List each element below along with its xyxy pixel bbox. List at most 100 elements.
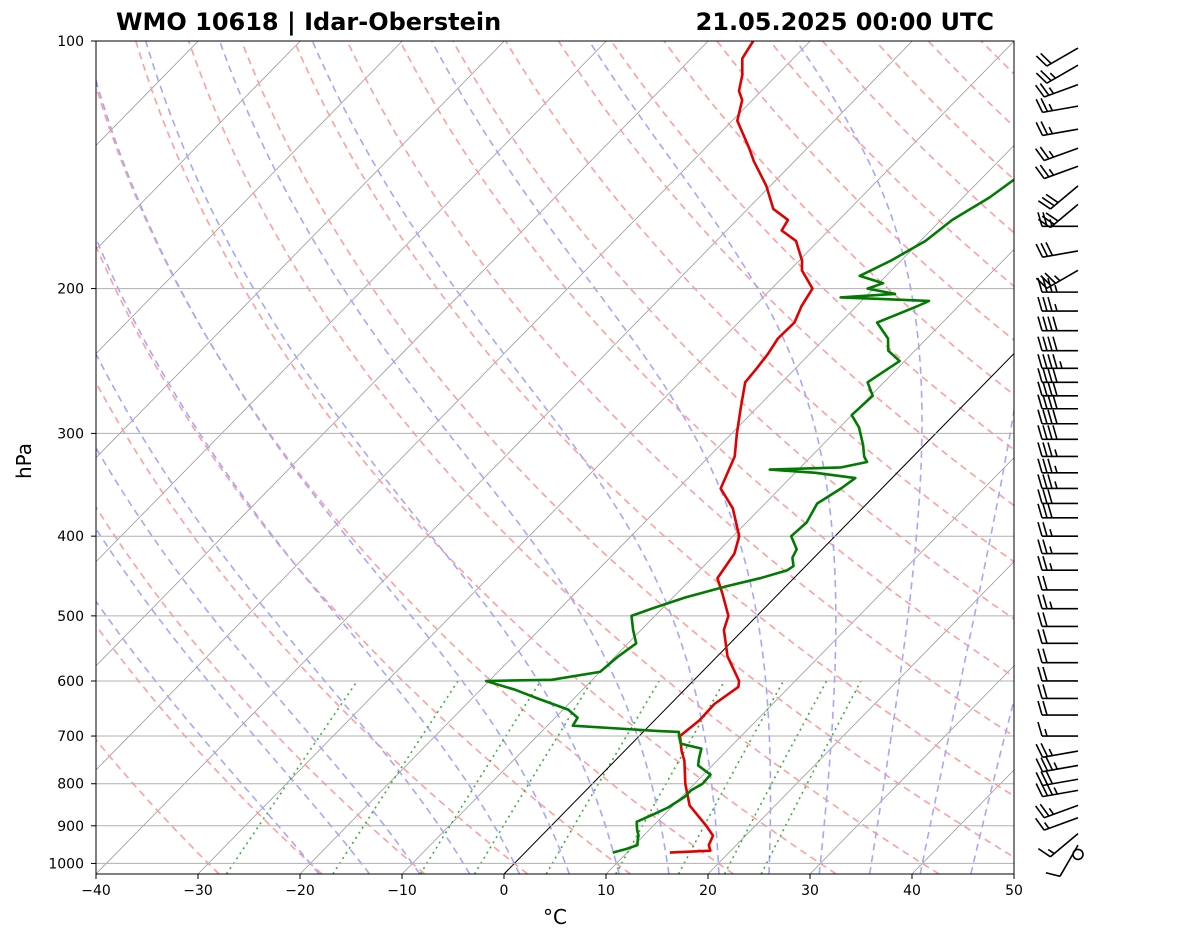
- mixing-ratio-line: [615, 680, 726, 874]
- mixing-ratio-line: [760, 680, 862, 874]
- dry-adiabat-line: [293, 41, 1014, 797]
- wind-barb: [1037, 684, 1078, 700]
- wind-barb: [1035, 742, 1079, 759]
- dry-adiabat-line: [557, 41, 1014, 507]
- dry-adiabat-line: [96, 505, 426, 874]
- barb-full: [1042, 442, 1048, 457]
- barb-half: [1054, 465, 1058, 474]
- x-axis-label: °C: [543, 905, 567, 929]
- barb-full: [1047, 316, 1053, 331]
- barb-full: [1037, 594, 1043, 609]
- barb-full: [1047, 296, 1053, 312]
- chart-title-right: 21.05.2025 00:00 UTC: [696, 8, 994, 36]
- x-tick-label: −20: [285, 883, 315, 899]
- barb-full: [1040, 69, 1052, 82]
- dry-adiabat-line: [716, 41, 1014, 342]
- barb-full: [1040, 98, 1049, 112]
- wind-barb: [1037, 594, 1078, 610]
- barb-full: [1037, 721, 1043, 737]
- barb-shaft: [1046, 47, 1079, 67]
- barb-full: [1037, 218, 1051, 229]
- barb-full: [1042, 612, 1048, 627]
- dry-adiabat-line: [96, 244, 631, 874]
- barb-full: [1037, 612, 1043, 627]
- wind-barb: [1035, 64, 1079, 84]
- wind-barb: [1037, 521, 1078, 537]
- wind-barb: [1035, 242, 1079, 258]
- wind-barb: [1035, 47, 1079, 67]
- barb-full: [1042, 575, 1048, 591]
- wind-barb: [1037, 575, 1078, 591]
- wind-barb: [1037, 666, 1078, 682]
- wind-barb: [1037, 474, 1078, 490]
- wind-barb: [1037, 409, 1078, 425]
- temperature-profile-line: [669, 41, 814, 854]
- barb-full: [1037, 666, 1043, 682]
- barb-full: [1041, 196, 1055, 207]
- barb-full: [1034, 84, 1045, 98]
- barb-full: [1042, 700, 1048, 716]
- barb-full: [1042, 521, 1048, 537]
- y-tick-label: 600: [57, 674, 84, 690]
- barb-half: [1053, 762, 1059, 770]
- dry-adiabat-line: [663, 41, 1014, 396]
- barb-shaft: [1042, 764, 1079, 773]
- barb-full: [1045, 756, 1054, 771]
- barb-full: [1047, 381, 1053, 396]
- isotherm-line: [299, 144, 1014, 874]
- barb-full: [1042, 539, 1048, 554]
- barb-half: [1054, 303, 1058, 312]
- barb-full: [1037, 684, 1043, 699]
- barb-full: [1035, 277, 1048, 289]
- wind-barb: [1037, 185, 1079, 210]
- wind-barb: [1035, 756, 1079, 773]
- barb-full: [1037, 394, 1043, 409]
- barb-shaft: [1046, 269, 1079, 289]
- barb-shaft: [1043, 165, 1079, 180]
- barb-full: [1042, 684, 1048, 699]
- barb-full: [1052, 381, 1058, 396]
- barb-full: [1047, 368, 1053, 383]
- barb-full: [1039, 82, 1050, 96]
- barb-full: [1052, 354, 1058, 369]
- barb-shaft: [1042, 778, 1079, 787]
- barb-half: [1048, 126, 1054, 135]
- mixing-ratio-line: [473, 680, 593, 874]
- barb-full: [1045, 770, 1054, 785]
- dry-adiabat-line: [610, 41, 1014, 451]
- barb-half: [1049, 562, 1053, 571]
- barb-full: [1052, 394, 1058, 409]
- dry-adiabat-line: [96, 84, 734, 874]
- barb-full: [1040, 242, 1049, 257]
- x-tick-label: 0: [500, 883, 509, 899]
- isotherm-line: [911, 769, 1014, 874]
- barb-shaft: [1049, 185, 1079, 210]
- wind-barb: [1037, 612, 1078, 628]
- barb-shaft: [1042, 250, 1079, 258]
- x-tick-label: −40: [81, 883, 111, 899]
- y-axis-label: hPa: [12, 443, 36, 479]
- x-tick-label: −30: [183, 883, 213, 899]
- barb-full: [1037, 700, 1043, 716]
- barb-half: [1048, 103, 1054, 111]
- dry-adiabat-line: [96, 624, 323, 874]
- barb-half: [1049, 546, 1053, 554]
- isotherm-line: [96, 41, 505, 459]
- moist-adiabat-line: [144, 41, 620, 874]
- x-tick-label: 40: [903, 883, 921, 899]
- isotherm-line: [605, 457, 1014, 874]
- barb-full: [1037, 442, 1043, 457]
- wind-barb: [1037, 503, 1078, 519]
- barb-full: [1035, 758, 1044, 773]
- barb-half: [1054, 481, 1058, 489]
- barb-full: [1047, 394, 1053, 409]
- moist-adiabat-line: [96, 600, 320, 874]
- barb-full: [1035, 783, 1044, 797]
- barb-full: [1037, 381, 1043, 396]
- barb-full: [1041, 215, 1055, 225]
- moist-adiabat-line: [430, 41, 772, 874]
- barb-full: [1037, 316, 1043, 331]
- barb-full: [1037, 648, 1043, 663]
- barb-half: [1048, 748, 1054, 756]
